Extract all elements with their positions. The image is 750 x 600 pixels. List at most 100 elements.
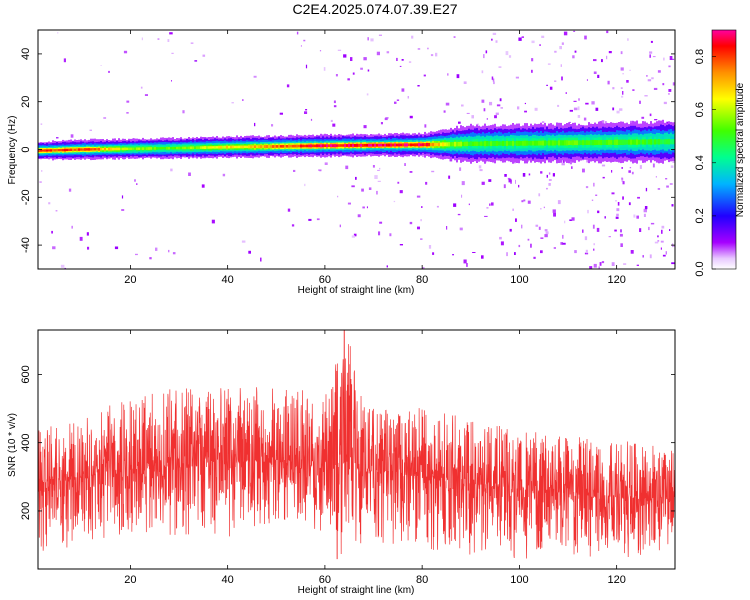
heatmap-noise-cell (605, 121, 607, 125)
heatmap-noise-cell (86, 232, 89, 236)
heatmap-noise-cell (653, 87, 658, 90)
heatmap-band-cell (196, 146, 198, 150)
heatmap-band-cell (344, 144, 346, 147)
heatmap-noise-cell (627, 38, 629, 41)
heatmap-noise-cell (504, 174, 507, 177)
snr-series-line (38, 330, 675, 560)
heatmap-noise-cell (620, 87, 623, 89)
heatmap-noise-cell (503, 184, 506, 189)
heatmap-band-cell (64, 148, 66, 152)
snr-x-axis-label: Height of straight line (km) (298, 585, 415, 596)
heatmap-noise-cell (499, 236, 502, 240)
spectrogram-panel: 20 40 60 80 100 120 -40 -20 0 20 40 Height of str… (7, 29, 676, 296)
heatmap-noise-cell (584, 252, 589, 255)
heatmap-noise-cell (671, 204, 674, 207)
x-tick-label: 20 (124, 274, 136, 286)
heatmap-band-cell (416, 143, 418, 147)
heatmap-band-cell (102, 148, 104, 151)
heatmap-band-cell (260, 145, 262, 149)
heatmap-band-cell (210, 146, 212, 149)
heatmap-noise-cell (548, 172, 551, 175)
heatmap-noise-cell (544, 229, 548, 232)
heatmap-band-cell (458, 141, 460, 147)
heatmap-band-cell (240, 145, 242, 149)
heatmap-noise-cell (672, 82, 675, 86)
heatmap-noise-cell (601, 164, 606, 167)
heatmap-noise-cell (622, 73, 624, 75)
heatmap-band-cell (450, 142, 452, 147)
heatmap-noise-cell (548, 179, 552, 181)
heatmap-noise-cell (121, 195, 124, 199)
heatmap-band-cell (574, 140, 576, 145)
heatmap-band-cell (274, 145, 276, 148)
heatmap-band-cell (548, 140, 550, 146)
colorbar-ticks: 0.0 0.2 0.4 0.6 0.8 (694, 49, 716, 277)
heatmap-noise-cell (420, 219, 422, 222)
heatmap-noise-cell (126, 112, 129, 114)
heatmap-band-cell (292, 144, 294, 148)
heatmap-noise-cell (171, 80, 172, 82)
heatmap-band-cell (428, 142, 430, 147)
heatmap-noise-cell (668, 93, 670, 95)
heatmap-band-cell (568, 140, 570, 145)
heatmap-noise-cell (593, 248, 595, 251)
heatmap-band-cell (122, 147, 124, 151)
heatmap-band-cell (602, 139, 604, 146)
heatmap-band-cell (178, 146, 180, 150)
heatmap-band-cell (52, 149, 54, 152)
heatmap-noise-cell (546, 84, 548, 86)
heatmap-noise-cell (616, 208, 620, 212)
heatmap-band-cell (156, 147, 158, 150)
heatmap-band-cell (302, 144, 304, 148)
heatmap-noise-cell (583, 117, 587, 121)
heatmap-band-cell (634, 139, 636, 145)
heatmap-band-cell (476, 141, 478, 146)
heatmap-noise-cell (585, 102, 589, 105)
heatmap-band-cell (336, 144, 338, 147)
heatmap-noise-cell (471, 115, 474, 119)
heatmap-band-cell (474, 141, 476, 146)
heatmap-band-cell (542, 140, 544, 146)
heatmap-noise-cell (318, 169, 322, 171)
heatmap-noise-cell (367, 69, 370, 72)
heatmap-noise-cell (644, 206, 648, 210)
heatmap-noise-cell (461, 194, 463, 198)
heatmap-band-cell (446, 142, 448, 147)
heatmap-noise-cell (593, 59, 597, 62)
heatmap-band-cell (320, 144, 322, 148)
heatmap-band-cell (460, 141, 462, 147)
x-tick-label: 60 (319, 574, 331, 586)
heatmap-noise-cell (379, 221, 383, 224)
heatmap-band-cell (322, 144, 324, 148)
heatmap-noise-cell (606, 30, 609, 34)
heatmap-band-cell (536, 140, 538, 146)
heatmap-band-cell (56, 149, 58, 152)
heatmap-noise-cell (39, 181, 42, 183)
heatmap-band-cell (168, 147, 170, 150)
heatmap-noise-cell (509, 228, 512, 232)
heatmap-noise-cell (669, 229, 671, 231)
heatmap-noise-cell (190, 42, 194, 44)
heatmap-noise-cell (607, 80, 610, 85)
heatmap-noise-cell (149, 257, 152, 260)
heatmap-noise-cell (643, 213, 646, 217)
heatmap-noise-cell (64, 267, 66, 269)
heatmap-noise-cell (601, 261, 605, 264)
heatmap-noise-cell (386, 265, 388, 268)
heatmap-band-cell (192, 146, 194, 150)
heatmap-noise-cell (351, 235, 355, 238)
heatmap-band-cell (456, 141, 458, 147)
heatmap-band-cell (206, 146, 208, 149)
heatmap-noise-cell (448, 175, 451, 179)
heatmap-band-cell (514, 141, 516, 146)
heatmap-band-cell (558, 140, 560, 146)
heatmap-noise-cell (350, 57, 353, 61)
colorbar-label: Normalized spectral amplitude (735, 82, 746, 217)
heatmap-noise-cell (332, 123, 336, 127)
heatmap-noise-cell (562, 160, 565, 163)
heatmap-noise-cell (545, 231, 549, 235)
heatmap-noise-cell (564, 220, 566, 224)
heatmap-noise-cell (595, 194, 598, 196)
heatmap-band-cell (512, 140, 514, 146)
heatmap-band-cell (434, 142, 436, 147)
